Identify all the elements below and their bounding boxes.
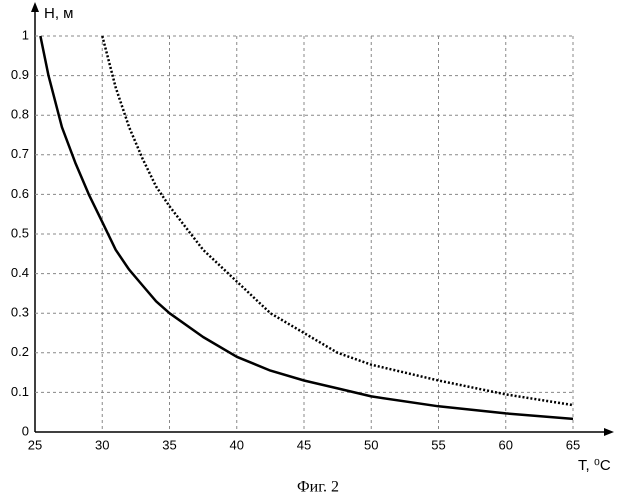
series-line [102, 36, 573, 405]
y-tick-label: 1 [22, 27, 29, 42]
x-tick-label: 65 [566, 437, 580, 452]
x-tick-label: 25 [28, 437, 42, 452]
y-tick-label: 0.4 [11, 265, 29, 280]
y-axis-arrow [31, 2, 39, 12]
y-tick-label: 0.7 [11, 146, 29, 161]
caption: Фиг. 2 [297, 479, 339, 496]
x-tick-label: 50 [364, 437, 378, 452]
y-tick-label: 0.2 [11, 344, 29, 359]
y-axis-label: H, м [44, 5, 73, 22]
x-tick-label: 45 [297, 437, 311, 452]
y-tick-label: 0.8 [11, 107, 29, 122]
series-line [40, 36, 573, 419]
y-tick-label: 0 [22, 423, 29, 438]
x-tick-label: 55 [431, 437, 445, 452]
x-tick-label: 60 [499, 437, 513, 452]
x-tick-label: 40 [230, 437, 244, 452]
x-axis-label: T, ⁰C [578, 457, 611, 474]
y-tick-label: 0.3 [11, 305, 29, 320]
x-tick-label: 35 [162, 437, 176, 452]
y-tick-label: 0.1 [11, 384, 29, 399]
y-tick-label: 0.9 [11, 67, 29, 82]
y-tick-label: 0.5 [11, 225, 29, 240]
y-tick-label: 0.6 [11, 186, 29, 201]
x-axis-arrow [604, 428, 614, 436]
x-tick-label: 30 [95, 437, 109, 452]
chart: H, м T, ⁰C Фиг. 2 0 0.1 0.2 0.3 0.4 0.5 0.6 0.7… [0, 0, 628, 500]
